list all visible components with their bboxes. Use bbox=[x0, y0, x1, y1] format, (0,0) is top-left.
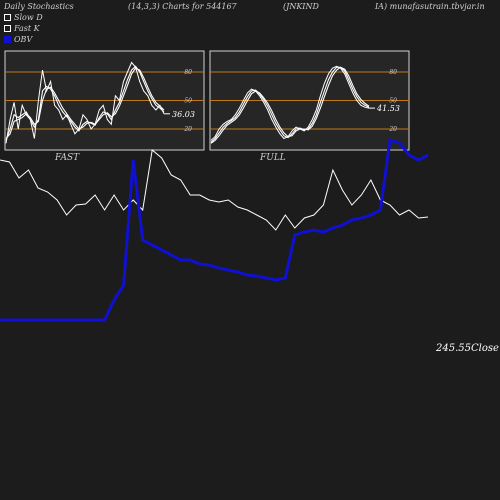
legend-item-slow-d: Slow D bbox=[4, 13, 43, 22]
header-symbol: (JNKIND bbox=[283, 2, 319, 11]
legend-item-fast-k: Fast K bbox=[4, 24, 40, 33]
legend-swatch-slow-d bbox=[4, 14, 11, 21]
full-ytick-20: 20 bbox=[388, 126, 397, 133]
header-title: Daily Stochastics bbox=[4, 2, 74, 11]
legend-label-fast-k: Fast K bbox=[14, 24, 40, 33]
fast-panel: 80 50 20 36.03 FAST bbox=[4, 50, 205, 163]
legend-swatch-fast-k bbox=[4, 25, 11, 32]
full-panel-title: FULL bbox=[259, 153, 286, 163]
full-last-value-label: 41.53 bbox=[376, 104, 400, 113]
fast-series-slow-d-2 bbox=[5, 67, 165, 139]
fast-ytick-50: 50 bbox=[184, 98, 192, 105]
price-obv-panel: 245.55Close bbox=[0, 138, 499, 354]
fast-series-fast-k bbox=[5, 61, 165, 144]
fast-panel-title: FAST bbox=[54, 153, 80, 163]
legend-label-obv: OBV bbox=[14, 35, 33, 44]
fast-ytick-80: 80 bbox=[184, 69, 192, 76]
close-series-line bbox=[0, 149, 429, 231]
full-panel: 80 50 20 41.53 FULL bbox=[209, 50, 410, 163]
legend-swatch-obv bbox=[4, 36, 11, 43]
full-ytick-50: 50 bbox=[389, 98, 397, 105]
full-series-full-k bbox=[210, 65, 370, 141]
legend-label-slow-d: Slow D bbox=[14, 13, 43, 22]
fast-last-value-label: 36.03 bbox=[172, 110, 195, 119]
obv-series-line bbox=[0, 138, 429, 322]
header-params: (14,3,3) Charts for 544167 bbox=[128, 2, 237, 11]
fast-ytick-20: 20 bbox=[183, 126, 192, 133]
full-ytick-80: 80 bbox=[389, 69, 397, 76]
full-series-full-d-2 bbox=[210, 66, 370, 144]
close-last-value-label: 245.55Close bbox=[435, 343, 499, 354]
legend-item-obv: OBV bbox=[4, 35, 32, 44]
header-source: IA) munafasutrain.tbvjar.in bbox=[375, 2, 485, 11]
